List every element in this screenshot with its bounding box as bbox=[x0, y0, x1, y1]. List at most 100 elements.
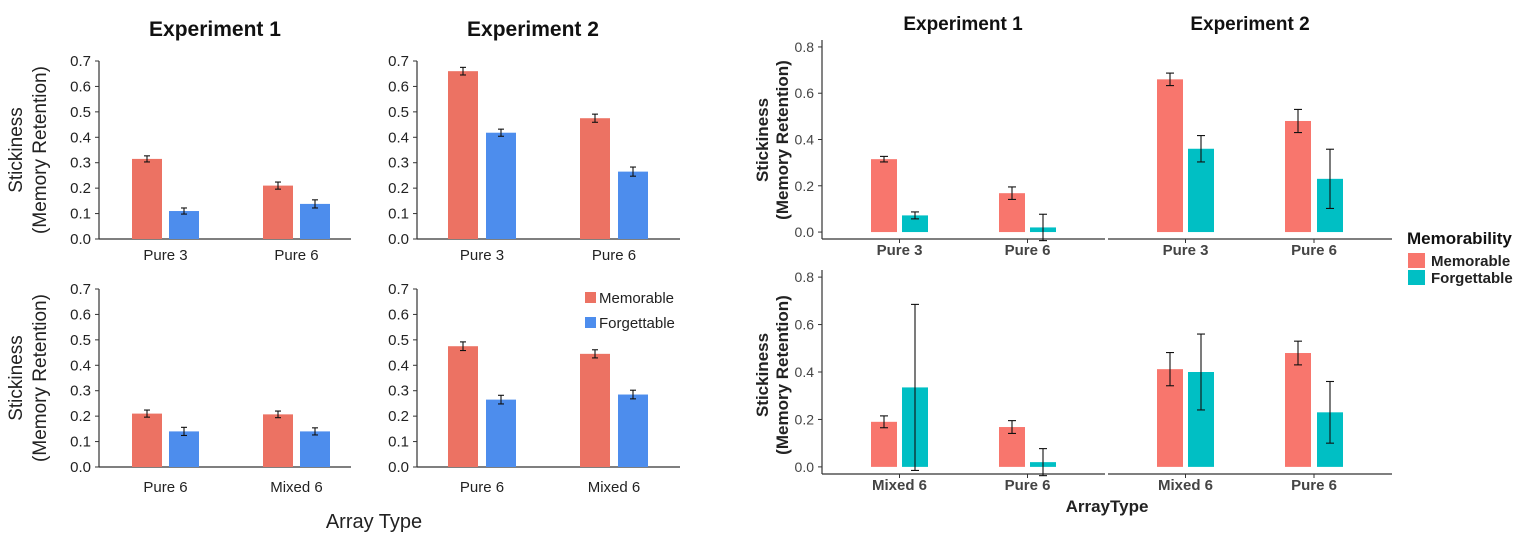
x-category-label: Mixed 6 bbox=[270, 479, 323, 496]
error-bar bbox=[592, 349, 598, 359]
error-bar bbox=[1166, 72, 1174, 87]
left-ylabel-bottom-line2: (Memory Retention) bbox=[30, 294, 51, 462]
y-tick-label: 0.6 bbox=[70, 306, 91, 323]
y-tick-label: 0.4 bbox=[795, 364, 815, 380]
error-bar bbox=[1294, 108, 1302, 134]
panel-left-top-left: 0.0 0.1 0.2 0.3 0.4 0.5 0.6 0.7 Pure 3 Pure 6 bbox=[70, 53, 351, 264]
y-tick-label: 0.7 bbox=[70, 281, 91, 298]
x-category-label: Pure 3 bbox=[143, 247, 187, 264]
error-bar bbox=[144, 155, 150, 163]
y-tick-label: 0.6 bbox=[795, 317, 815, 333]
left-ylabel-bottom-line1: Stickiness bbox=[6, 335, 27, 421]
y-tick-label: 0.4 bbox=[70, 129, 91, 146]
error-bar bbox=[275, 181, 281, 190]
error-bar bbox=[1326, 148, 1334, 210]
bar-memorable-pure-3 bbox=[1157, 79, 1183, 233]
bar-forgettable-pure-6 bbox=[618, 171, 648, 239]
x-category-label: Pure 6 bbox=[1005, 477, 1051, 494]
left-legend-swatch-forgettable bbox=[585, 317, 596, 328]
x-category-label: Pure 6 bbox=[1291, 477, 1337, 494]
error-bar bbox=[880, 155, 888, 163]
bar-memorable-pure-6 bbox=[263, 185, 293, 239]
error-bar bbox=[880, 415, 888, 429]
error-bar bbox=[275, 410, 281, 419]
x-category-label: Mixed 6 bbox=[588, 479, 641, 496]
left-xlabel: Array Type bbox=[326, 511, 422, 533]
y-tick-label: 0.3 bbox=[388, 383, 409, 400]
right-ylabel-top-line1: Stickiness bbox=[753, 98, 772, 182]
right-legend-label-forgettable: Forgettable bbox=[1431, 270, 1513, 287]
bar-forgettable-pure-3 bbox=[902, 215, 928, 233]
y-tick-label: 0.2 bbox=[70, 408, 91, 425]
x-category-label: Pure 6 bbox=[1005, 242, 1051, 259]
error-bar bbox=[144, 409, 150, 418]
right-ylabel-top-line2: (Memory Retention) bbox=[773, 60, 792, 220]
chart-panels: 0.0 0.1 0.2 0.3 0.4 0.5 0.6 0.7 Pure 3 Pure 6 0.0 0… bbox=[70, 39, 1392, 496]
error-bar bbox=[630, 166, 636, 177]
y-tick-label: 0.7 bbox=[388, 53, 409, 70]
y-tick-label: 0.1 bbox=[70, 206, 91, 223]
error-bar bbox=[911, 303, 919, 471]
y-tick-label: 0.7 bbox=[70, 53, 91, 70]
bar-forgettable-pure-6 bbox=[169, 431, 199, 467]
y-tick-label: 0.0 bbox=[70, 459, 91, 476]
error-bar bbox=[460, 66, 466, 76]
bar-memorable-pure-6 bbox=[132, 413, 162, 467]
y-tick-label: 0.1 bbox=[388, 206, 409, 223]
y-tick-label: 0.1 bbox=[70, 434, 91, 451]
bar-forgettable-mixed-6 bbox=[300, 431, 330, 467]
error-bar bbox=[1294, 340, 1302, 366]
x-category-label: Mixed 6 bbox=[872, 477, 927, 494]
x-category-label: Pure 3 bbox=[460, 247, 504, 264]
error-bar bbox=[1166, 351, 1174, 387]
bar-memorable-mixed-6 bbox=[263, 414, 293, 467]
y-tick-label: 0.7 bbox=[388, 281, 409, 298]
y-tick-label: 0.0 bbox=[388, 231, 409, 248]
x-category-label: Mixed 6 bbox=[1158, 477, 1213, 494]
right-ylabel-bottom-line1: Stickiness bbox=[753, 333, 772, 417]
bar-memorable-pure-3 bbox=[132, 158, 162, 239]
y-tick-label: 0.3 bbox=[70, 383, 91, 400]
right-legend: Memorability Memorable Forgettable bbox=[1407, 229, 1513, 287]
right-col-title-exp2: Experiment 2 bbox=[1190, 14, 1309, 35]
x-category-label: Pure 3 bbox=[1163, 242, 1209, 259]
bar-forgettable-pure-3 bbox=[486, 132, 516, 239]
x-category-label: Pure 3 bbox=[877, 242, 923, 259]
y-tick-label: 0.2 bbox=[70, 180, 91, 197]
x-category-label: Pure 6 bbox=[143, 479, 187, 496]
error-bar bbox=[312, 199, 318, 209]
error-bar bbox=[1039, 213, 1047, 242]
y-tick-label: 0.5 bbox=[70, 104, 91, 121]
error-bar bbox=[630, 389, 636, 400]
right-legend-swatch-memorable bbox=[1408, 253, 1425, 268]
right-xlabel: ArrayType bbox=[1066, 497, 1149, 516]
y-tick-label: 0.2 bbox=[795, 178, 815, 194]
bar-forgettable-pure-6 bbox=[486, 399, 516, 467]
right-legend-label-memorable: Memorable bbox=[1431, 253, 1510, 270]
error-bar bbox=[1008, 186, 1016, 200]
y-tick-label: 0.8 bbox=[795, 39, 815, 55]
error-bar bbox=[592, 113, 598, 123]
right-col-title-exp1: Experiment 1 bbox=[903, 14, 1023, 35]
y-tick-label: 0.5 bbox=[388, 332, 409, 349]
error-bar bbox=[1197, 333, 1205, 411]
left-ylabel-top-line1: Stickiness bbox=[6, 107, 27, 193]
y-tick-label: 0.5 bbox=[70, 332, 91, 349]
left-legend: Memorable Forgettable bbox=[585, 290, 675, 332]
error-bar bbox=[1197, 135, 1205, 163]
left-col-title-exp2: Experiment 2 bbox=[467, 18, 599, 41]
y-tick-label: 0.6 bbox=[795, 85, 815, 101]
right-legend-title: Memorability bbox=[1407, 229, 1512, 248]
bar-memorable-pure-3 bbox=[448, 71, 478, 240]
bar-memorable-pure-6 bbox=[580, 118, 610, 239]
bar-memorable-mixed-6 bbox=[580, 353, 610, 467]
x-category-label: Pure 6 bbox=[274, 247, 318, 264]
left-col-title-exp1: Experiment 1 bbox=[149, 18, 281, 41]
y-tick-label: 0.0 bbox=[795, 224, 815, 240]
x-category-label: Pure 6 bbox=[1291, 242, 1337, 259]
y-tick-label: 0.1 bbox=[388, 434, 409, 451]
bar-memorable-pure-6 bbox=[1285, 120, 1311, 233]
y-tick-label: 0.3 bbox=[70, 155, 91, 172]
y-tick-label: 0.5 bbox=[388, 104, 409, 121]
